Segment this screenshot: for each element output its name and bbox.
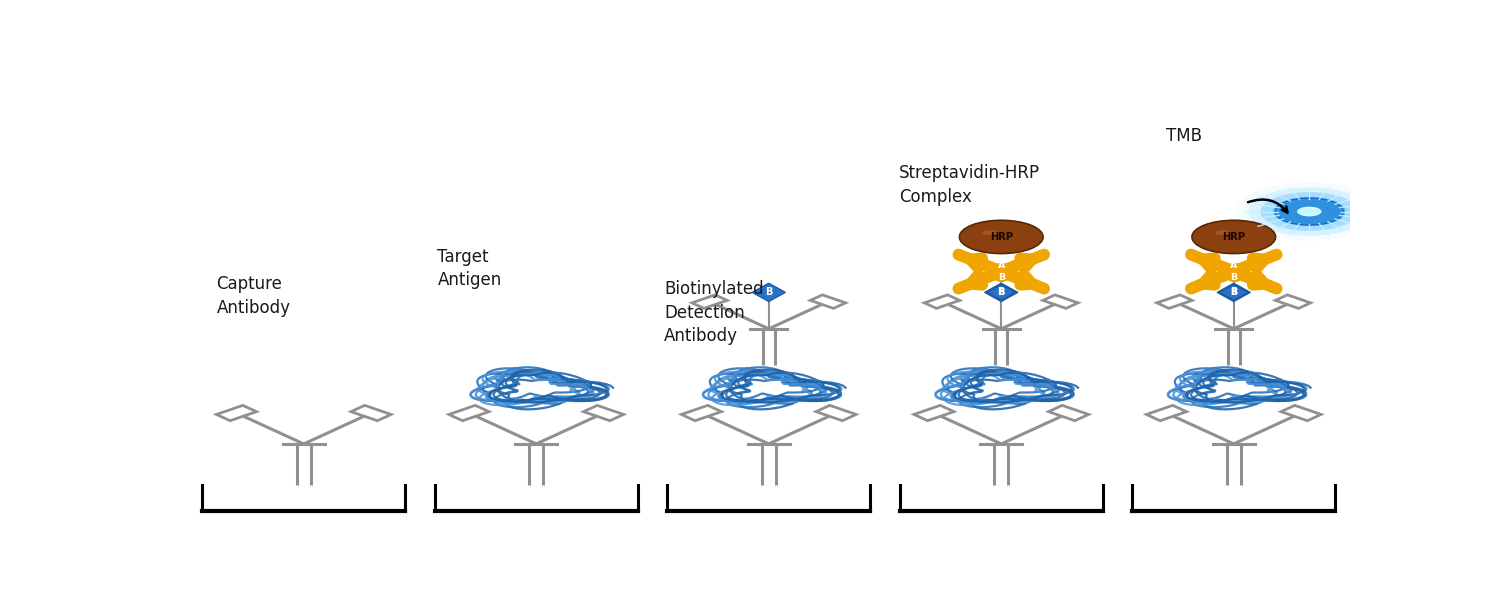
Polygon shape (1275, 295, 1311, 308)
Polygon shape (584, 406, 624, 421)
Polygon shape (914, 406, 954, 421)
Circle shape (1248, 187, 1371, 236)
Ellipse shape (1215, 230, 1231, 235)
Polygon shape (216, 406, 256, 421)
Polygon shape (1042, 295, 1078, 308)
Text: HRP: HRP (1222, 232, 1245, 242)
Circle shape (1298, 206, 1322, 217)
Text: TMB: TMB (1167, 127, 1203, 145)
Polygon shape (351, 406, 392, 421)
Polygon shape (752, 283, 786, 302)
Polygon shape (1281, 406, 1322, 421)
Polygon shape (987, 284, 1016, 300)
Text: B: B (998, 287, 1005, 298)
Text: Target
Antigen: Target Antigen (438, 248, 501, 289)
Polygon shape (1146, 406, 1186, 421)
Text: Streptavidin-HRP
Complex: Streptavidin-HRP Complex (898, 164, 1040, 206)
Circle shape (1275, 198, 1344, 225)
Polygon shape (816, 406, 856, 421)
Text: B: B (1230, 274, 1238, 283)
Polygon shape (924, 295, 960, 308)
Ellipse shape (982, 230, 999, 235)
Text: Capture
Antibody: Capture Antibody (216, 275, 291, 317)
Text: HRP: HRP (990, 232, 1012, 242)
Text: B: B (1230, 287, 1238, 298)
Text: A: A (998, 261, 1005, 270)
Ellipse shape (1298, 208, 1322, 215)
Text: A: A (1230, 261, 1238, 270)
Circle shape (1192, 220, 1275, 254)
Text: Biotinylated
Detection
Antibody: Biotinylated Detection Antibody (664, 280, 764, 345)
Polygon shape (692, 295, 728, 308)
Text: B: B (1230, 288, 1238, 297)
Text: B: B (998, 274, 1005, 283)
Polygon shape (1216, 283, 1251, 302)
Circle shape (1260, 192, 1358, 231)
Circle shape (1272, 197, 1346, 226)
Text: B: B (765, 287, 772, 298)
Polygon shape (448, 406, 489, 421)
Polygon shape (1156, 295, 1192, 308)
Polygon shape (681, 406, 722, 421)
Polygon shape (810, 295, 846, 308)
Circle shape (960, 220, 1042, 254)
Polygon shape (1220, 284, 1248, 300)
Circle shape (1236, 182, 1383, 241)
Polygon shape (984, 283, 1018, 302)
Polygon shape (1048, 406, 1089, 421)
Text: B: B (998, 288, 1005, 297)
